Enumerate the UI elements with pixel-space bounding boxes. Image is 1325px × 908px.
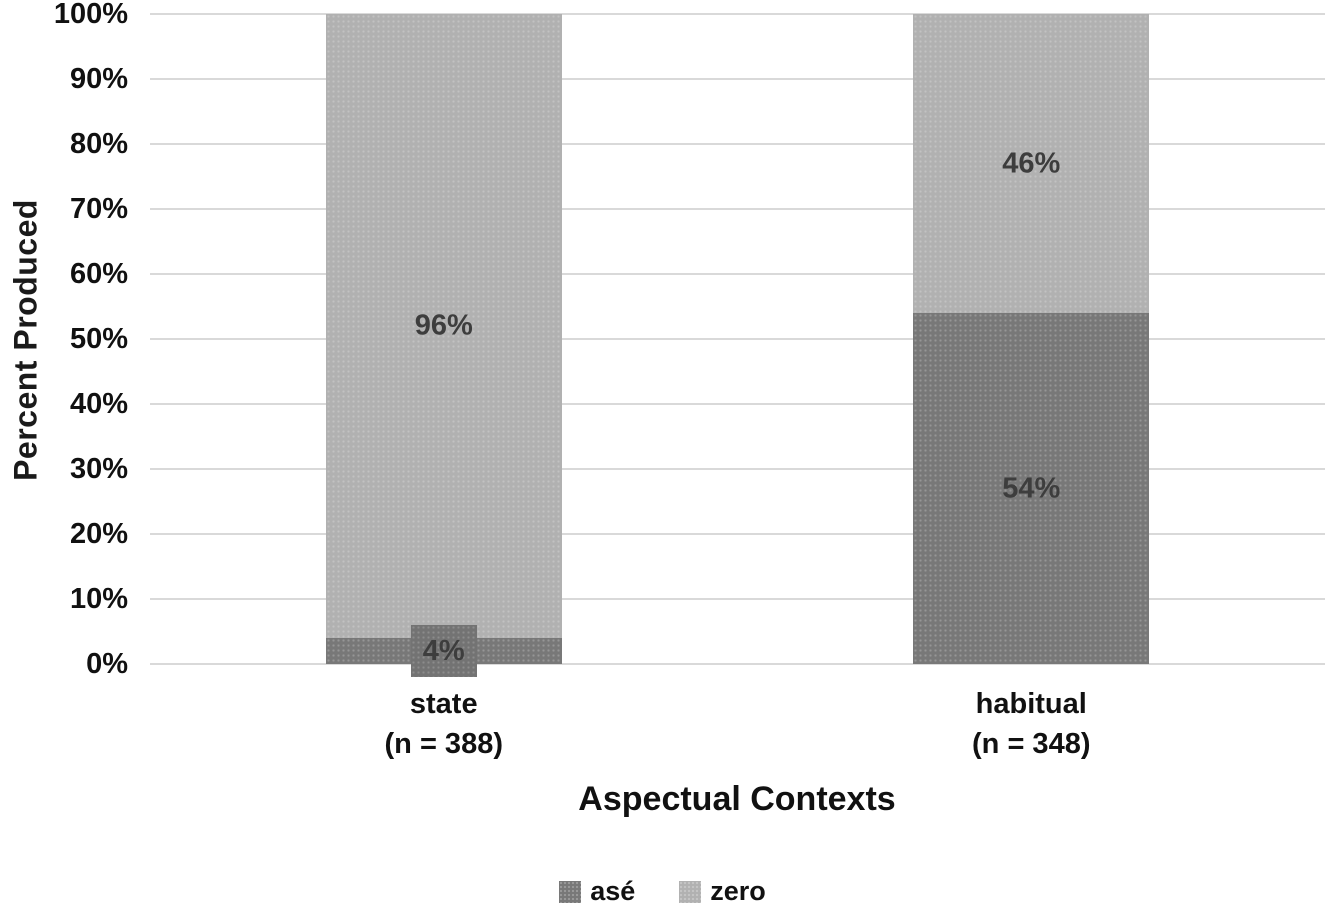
segment-zero: [913, 14, 1150, 313]
data-label: 4%: [410, 625, 477, 677]
gridline: [150, 533, 1325, 535]
y-axis-tick-label: 60%: [69, 257, 128, 290]
gridline: [150, 78, 1325, 80]
gridline: [150, 143, 1325, 145]
gridline: [150, 598, 1325, 600]
gridline: [150, 273, 1325, 275]
legend-label: zero: [710, 876, 766, 906]
legend: asé zero: [0, 876, 1325, 907]
y-axis-tick-label: 50%: [69, 322, 128, 355]
gridline: [150, 208, 1325, 210]
x-category-label: state (n = 388): [384, 688, 503, 760]
data-label: 54%: [1002, 472, 1061, 504]
y-axis-tick-label: 80%: [69, 127, 128, 160]
y-axis-tick-label: 10%: [69, 582, 128, 615]
data-label: 46%: [1002, 147, 1061, 179]
legend-item-zero: zero: [679, 876, 766, 907]
gridline: [150, 403, 1325, 405]
segment-asé: [913, 313, 1150, 664]
gridline: [150, 13, 1325, 15]
bar-habitual: [913, 14, 1150, 664]
x-category-label: habitual (n = 348): [972, 688, 1091, 760]
legend-item-asé: asé: [559, 876, 635, 907]
legend-swatch-icon: [559, 880, 582, 903]
segment-zero: [325, 14, 562, 638]
legend-swatch-icon: [679, 880, 702, 903]
y-axis-tick-label: 0%: [86, 647, 128, 680]
y-axis-tick-label: 30%: [69, 452, 128, 485]
y-axis-tick-label: 40%: [69, 387, 128, 420]
y-axis-tick-label: 90%: [69, 62, 128, 95]
y-axis-tick-label: 20%: [69, 517, 128, 550]
x-axis-title: Aspectual Contexts: [578, 780, 896, 818]
legend-label: asé: [590, 876, 636, 906]
y-axis-tick-label: 100%: [53, 0, 128, 30]
gridline: [150, 338, 1325, 340]
y-axis-tick-label: 70%: [69, 192, 128, 225]
gridline: [150, 468, 1325, 470]
data-label: 96%: [414, 309, 473, 342]
gridline: [150, 663, 1325, 665]
